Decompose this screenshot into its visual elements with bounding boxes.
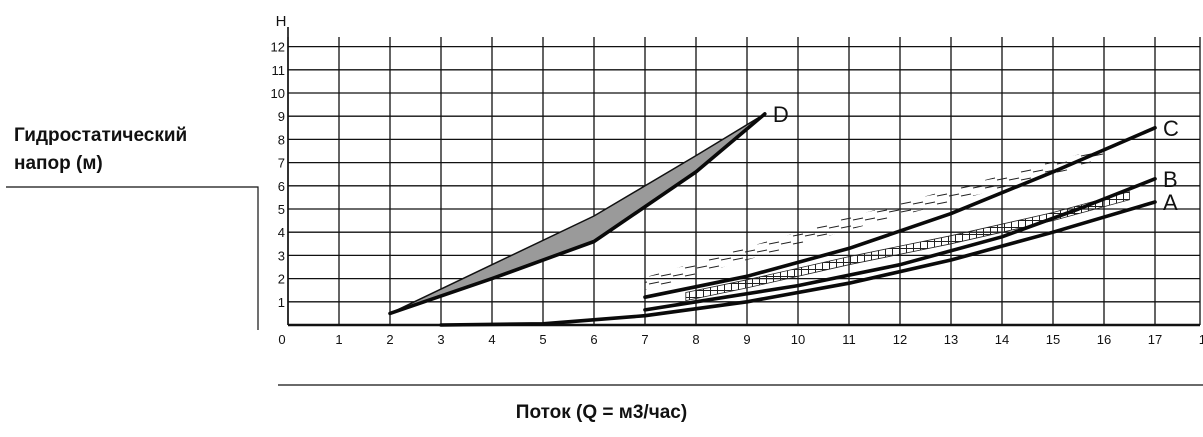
curve-label-d: D [773,102,789,127]
x-tick-label: 9 [743,332,750,347]
x-tick-label: 16 [1097,332,1111,347]
x-tick-label: 4 [488,332,495,347]
x-tick-label: 2 [386,332,393,347]
y-tick-label: 5 [278,202,285,217]
y-tick-label: 7 [278,156,285,171]
x-axis-title: Поток (Q = м3/час) [515,402,688,423]
x-tick-label: 1 [335,332,342,347]
x-tick-label: 17 [1148,332,1162,347]
y-tick-label: 4 [278,225,285,240]
x-tick-label: 8 [692,332,699,347]
y-axis-title-line-1: Гидростатический [14,125,188,146]
y-tick-label: 10 [271,86,285,101]
label-bracket-line [6,186,259,330]
x-tick-label: 11 [842,332,856,347]
curve-a-line [439,200,1157,327]
curve-b-line [643,177,1157,312]
y-tick-label: 2 [278,272,285,287]
y-tick-label: 6 [278,179,285,194]
x-tick-label: 18 [1199,332,1203,347]
curve-label-b: B [1163,167,1178,192]
curve-c-band [645,147,1104,291]
x-tick-label: 7 [641,332,648,347]
curve-c-line [643,126,1157,299]
curve-label-a: A [1163,190,1178,215]
curve-label-c: C [1163,116,1179,141]
curve-d-line [388,112,767,316]
x-tick-label: 5 [539,332,546,347]
y-axis-letter: H [276,13,287,30]
y-tick-label: 8 [278,132,285,147]
x-tick-label: 0 [278,332,285,347]
curve-b-band [685,191,1130,302]
x-tick-label: 6 [590,332,597,347]
y-tick-label: 12 [271,40,285,55]
y-tick-label: 9 [278,109,285,124]
y-axis-title-line-2: напор (м) [14,153,103,174]
y-axis-title: Гидростатический напор (м) [14,122,187,178]
x-tick-label: 15 [1046,332,1060,347]
x-tick-label: 14 [995,332,1009,347]
y-tick-label: 1 [278,295,285,310]
y-tick-label: 11 [272,63,286,78]
x-tick-label: 10 [791,332,805,347]
x-tick-label: 12 [893,332,907,347]
y-tick-label: 3 [278,248,285,263]
x-tick-label: 3 [437,332,444,347]
x-tick-label: 13 [944,332,958,347]
